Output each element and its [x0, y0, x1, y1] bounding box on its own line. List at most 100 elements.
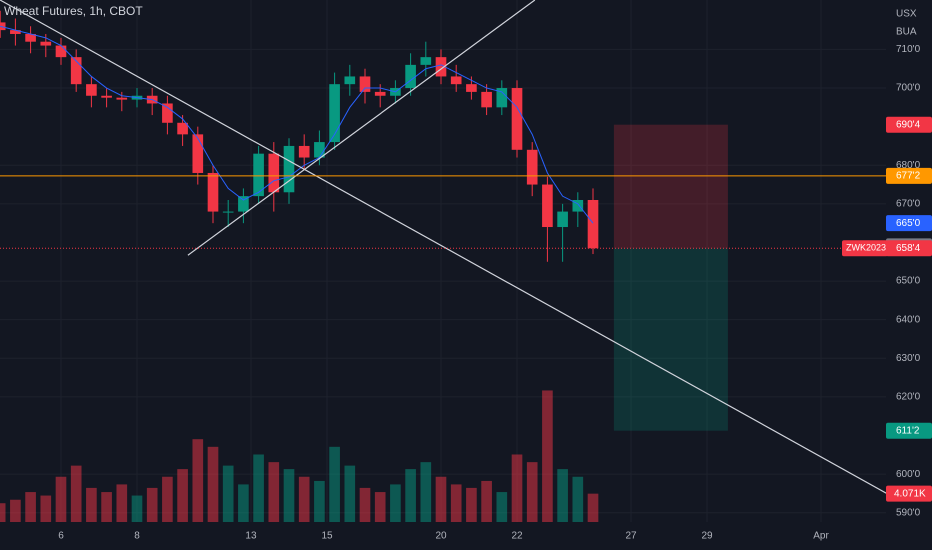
candle-body [298, 145, 310, 158]
candle-body [405, 64, 416, 89]
x-tick-label: 15 [321, 531, 333, 542]
y-tick-label: 710'0 [896, 44, 921, 55]
volume-bar [268, 462, 280, 522]
currency: USX [896, 9, 917, 20]
price-label-box [886, 116, 932, 133]
price-label: 690'4 [886, 116, 932, 133]
candle-body [450, 76, 462, 85]
candle-body [481, 91, 492, 108]
candle-body [268, 153, 280, 193]
volume-bar [70, 465, 82, 522]
candle-body [283, 145, 295, 193]
symbol-label: ZWK2023 [846, 243, 886, 253]
candle-body [116, 97, 128, 100]
x-tick-label: 13 [245, 531, 257, 542]
price-label: 611'2 [886, 422, 932, 439]
volume-bar [481, 480, 492, 522]
candle-body [359, 76, 371, 92]
candle-body [222, 211, 234, 213]
y-tick-label: 650'0 [896, 276, 921, 287]
x-tick-label: 20 [435, 531, 447, 542]
y-tick-label: 630'0 [896, 353, 921, 364]
chart-title: Wheat Futures, 1h, CBOT [4, 4, 143, 18]
y-tick-label: 590'0 [896, 507, 921, 518]
y-tick-label: 700'0 [896, 83, 921, 94]
volume-bar [253, 454, 264, 522]
volume-bar [466, 487, 477, 522]
volume-bar [101, 492, 112, 522]
price-label: 665'0 [886, 215, 932, 232]
y-tick-label: 600'0 [896, 469, 921, 480]
volume-bar [572, 476, 584, 522]
volume-bar [542, 390, 553, 522]
plot [0, 0, 886, 522]
volume-bar [511, 454, 523, 522]
volume-bar [0, 503, 6, 522]
symbol-label-box [842, 240, 888, 257]
y-tick-label: 640'0 [896, 314, 921, 325]
volume-bar [298, 476, 310, 522]
price-label-box [886, 240, 932, 257]
candle-body [101, 95, 112, 98]
candle-body [587, 199, 599, 249]
stop-zone [613, 124, 728, 249]
volume-bar [162, 476, 173, 522]
volume-bar [450, 484, 462, 522]
volume-bar [420, 462, 432, 522]
y-tick-label: 680'0 [896, 160, 921, 171]
trend-line [187, 0, 536, 256]
volume-label-box [886, 485, 932, 502]
volume-bar [557, 469, 568, 522]
price-label-text: 658'4 [896, 243, 921, 254]
candle-body [314, 142, 325, 158]
candle-body [496, 88, 508, 108]
volume-bar [344, 465, 356, 522]
volume-label: 4.071K [894, 488, 926, 499]
candle-body [55, 45, 67, 58]
volume-bar [146, 487, 158, 522]
candle-body [0, 22, 6, 31]
candle-body [557, 211, 568, 228]
volume-bar [314, 480, 325, 522]
candle-body [329, 84, 340, 143]
candle-body [511, 88, 523, 150]
volume-bar [116, 484, 128, 522]
price-label-box [886, 167, 932, 184]
candle-body [374, 91, 386, 96]
candle-body [253, 153, 264, 197]
price-label-text: 611'2 [896, 425, 920, 436]
candle-body [466, 84, 477, 92]
moving-average [0, 25, 594, 224]
candle-body [542, 184, 553, 228]
volume-bar [25, 492, 36, 522]
candle-body [177, 122, 188, 135]
candle-body [344, 76, 356, 85]
x-tick-label: 27 [625, 531, 637, 542]
candle-body [162, 103, 173, 123]
grid [0, 0, 886, 522]
x-tick-label: 6 [58, 531, 64, 542]
volume-bar [390, 484, 401, 522]
volume-bar [329, 446, 340, 522]
volume-bar [207, 446, 219, 522]
volume-bar [496, 492, 508, 522]
volume-bar [435, 476, 447, 522]
volume-bar [374, 492, 386, 522]
candle-body [10, 30, 21, 34]
price-label-box [886, 215, 932, 232]
candle-body [40, 41, 52, 46]
y-tick-label: 620'0 [896, 392, 921, 403]
candle-body [192, 134, 204, 173]
candle-body [435, 57, 447, 77]
price-label-text: 677'2 [896, 171, 921, 182]
price-label: 677'2 [886, 167, 932, 184]
price-label-text: 690'4 [896, 119, 921, 130]
volume-bar [10, 499, 21, 522]
volume-bar [526, 462, 538, 522]
price-label-box [886, 422, 932, 439]
trend-line [0, 0, 886, 494]
price-label: 658'4 [886, 240, 932, 257]
x-tick-label: 29 [701, 531, 713, 542]
x-tick-label: Apr [813, 531, 829, 542]
